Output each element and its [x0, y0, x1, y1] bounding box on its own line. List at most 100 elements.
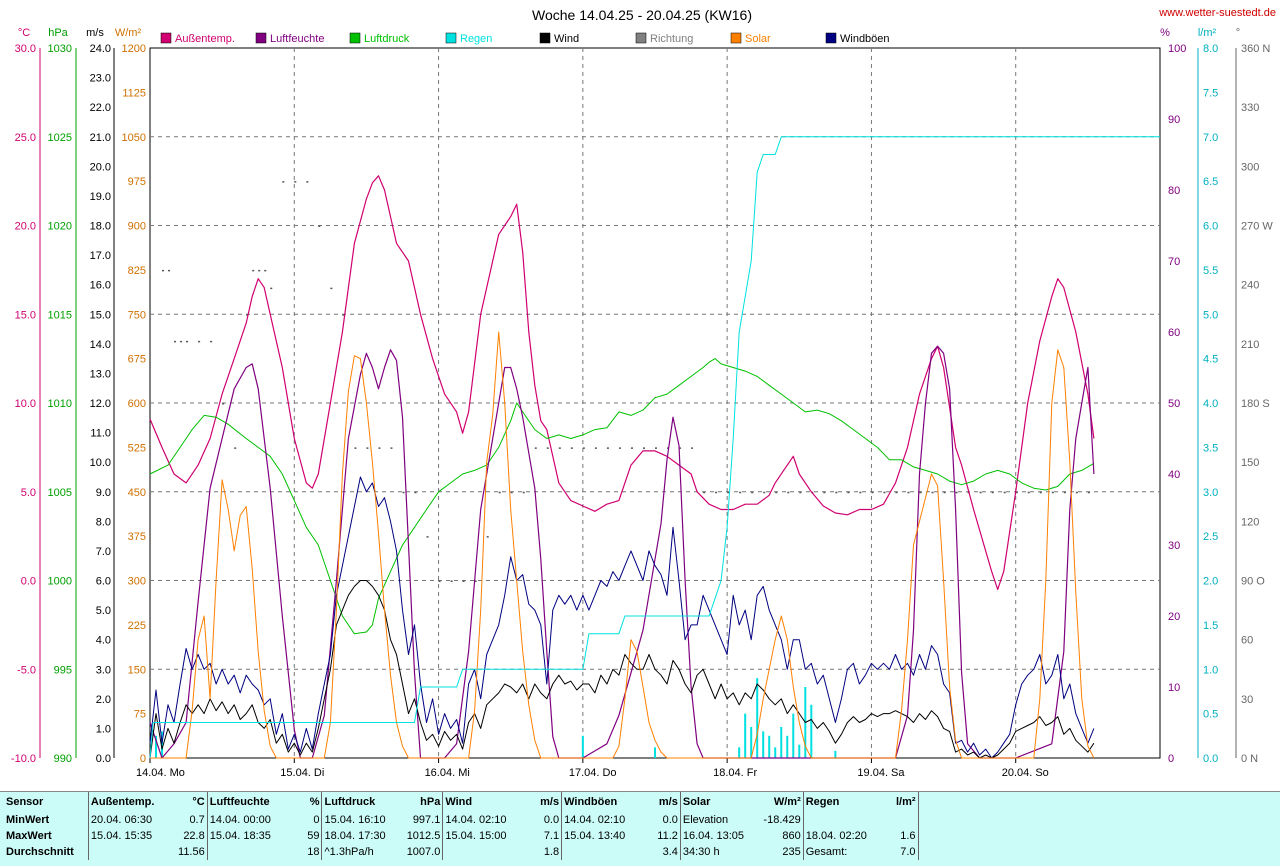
- series-line-wind: [149, 580, 1095, 759]
- legend-swatch: [349, 32, 361, 44]
- axis-tick-label: 450: [128, 487, 146, 499]
- rain-bar: [768, 735, 771, 758]
- stats-cell: 34:30 h: [679, 844, 755, 860]
- direction-point: [823, 491, 826, 494]
- stats-header-gust: Windböen: [561, 792, 637, 812]
- axis-tick-label: 30: [1168, 540, 1180, 552]
- x-tick-label: 16.04. Mi: [425, 767, 470, 779]
- stats-spacer: [917, 844, 1280, 860]
- direction-point: [703, 491, 706, 494]
- direction-point: [618, 447, 621, 449]
- axis-tick-label: 18.0: [90, 221, 111, 233]
- direction-point: [582, 447, 585, 449]
- legend-swatch: [635, 32, 647, 44]
- axis-unit-label: l/m²: [1198, 27, 1217, 39]
- stats-header-hum: Luftfeuchte: [206, 792, 292, 812]
- direction-point: [727, 491, 730, 494]
- direction-point: [558, 447, 561, 449]
- direction-point: [510, 491, 513, 494]
- direction-point: [174, 340, 177, 343]
- direction-point: [859, 491, 862, 494]
- direction-point: [522, 491, 525, 494]
- direction-point: [630, 447, 633, 449]
- legend-label: Windböen: [840, 33, 890, 45]
- direction-point: [1051, 491, 1054, 494]
- axis-tick-label: 270 W: [1241, 221, 1273, 233]
- axis-tick-label: 0.0: [1203, 753, 1218, 765]
- axis-tick-label: 360 N: [1241, 43, 1270, 55]
- axis-tick-label: 24.0: [90, 43, 111, 55]
- axis-tick-label: 75: [134, 709, 146, 721]
- legend-swatch: [160, 32, 172, 44]
- direction-point: [318, 225, 321, 227]
- axis-tick-label: 1005: [48, 487, 72, 499]
- stats-cell: 7.1: [543, 830, 560, 842]
- axis-tick-label: 15.0: [90, 309, 111, 321]
- axis-tick-label: 70: [1168, 256, 1180, 268]
- direction-point: [763, 491, 766, 494]
- stats-header-hum-unit: %: [309, 796, 320, 808]
- rain-bar: [581, 735, 584, 758]
- axis-tick-label: 60: [1241, 635, 1253, 647]
- axis-tick-label: 300: [1241, 161, 1259, 173]
- legend-swatch: [825, 32, 837, 44]
- site-url[interactable]: www.wetter-suestedt.de: [1158, 7, 1276, 19]
- chart-title: Woche 14.04.25 - 20.04.25 (KW16): [532, 7, 752, 23]
- axis-tick-label: 1050: [122, 132, 146, 144]
- axis-tick-label: 50: [1168, 398, 1180, 410]
- direction-point: [354, 447, 357, 449]
- axis-tick-label: 60: [1168, 327, 1180, 339]
- direction-point: [378, 447, 381, 449]
- stats-cell: 18.04. 02:20: [802, 828, 878, 844]
- stats-cell: 16.04. 13:05: [679, 828, 755, 844]
- axis-unit-label: %: [1160, 27, 1170, 39]
- stats-header-row: Sensor Außentemp. °C Luftfeuchte % Luftd…: [0, 792, 1280, 812]
- rain-bar: [810, 704, 813, 758]
- axis-tick-label: 15.0: [15, 309, 36, 321]
- direction-point: [1003, 491, 1006, 494]
- stats-row-avg: Durchschnitt 11.56 18 ^1.3hPa/h 1007.0 1…: [0, 844, 1280, 860]
- direction-point: [258, 269, 261, 272]
- rain-bar: [774, 747, 777, 758]
- axis-unit-labels: °C hPa m/s W/m²% l/m² °: [18, 27, 1240, 39]
- direction-point: [270, 287, 273, 290]
- direction-point: [883, 491, 886, 494]
- direction-point: [979, 491, 982, 494]
- x-axis-ticks: 14.04. Mo 15.04. Di 16.04. Mi 17.04. Do 18.0…: [136, 758, 1049, 779]
- axis-tick-label: 30: [1241, 694, 1253, 706]
- direction-point: [168, 269, 171, 272]
- stats-header-gust-unit: m/s: [658, 796, 678, 808]
- direction-point: [252, 269, 255, 272]
- series-line-solar: [150, 331, 1095, 759]
- stats-cell: [802, 812, 878, 828]
- stats-cell: 14.04. 02:10: [442, 812, 518, 828]
- direction-point: [234, 447, 237, 449]
- axis-tick-label: 5.0: [21, 487, 36, 499]
- axis-tick-label: 750: [128, 309, 146, 321]
- axis-tick-label: 150: [128, 664, 146, 676]
- direction-point: [366, 447, 369, 449]
- direction-point: [1063, 491, 1066, 494]
- axis-tick-label: 1025: [48, 132, 72, 144]
- axis-unit-label: °C: [18, 27, 30, 39]
- direction-point: [162, 269, 165, 272]
- stats-cell: 20.04. 06:30: [87, 812, 163, 828]
- stats-header-temp-unit: °C: [192, 796, 205, 808]
- direction-point: [180, 340, 183, 343]
- direction-point: [294, 181, 297, 183]
- axis-tick-label: 13.0: [90, 368, 111, 380]
- axis-tick-label: 21.0: [90, 132, 111, 144]
- stats-header-temp: Außentemp.: [87, 792, 163, 812]
- stats-cell: 1012.5: [406, 830, 441, 842]
- axis-tick-label: 90: [1168, 114, 1180, 126]
- axis-tick-label: 525: [128, 442, 146, 454]
- legend-label: Wind: [554, 33, 579, 45]
- x-tick-label: 18.04. Fr: [713, 767, 757, 779]
- axis-tick-label: 240: [1241, 280, 1259, 292]
- axis-tick-label: 210: [1241, 339, 1259, 351]
- rain-bar: [738, 747, 741, 758]
- axis-tick-label: 1030: [48, 43, 72, 55]
- axis-tick-label: 19.0: [90, 191, 111, 203]
- axis-tick-label: 23.0: [90, 73, 111, 85]
- legend-label: Luftfeuchte: [270, 33, 324, 45]
